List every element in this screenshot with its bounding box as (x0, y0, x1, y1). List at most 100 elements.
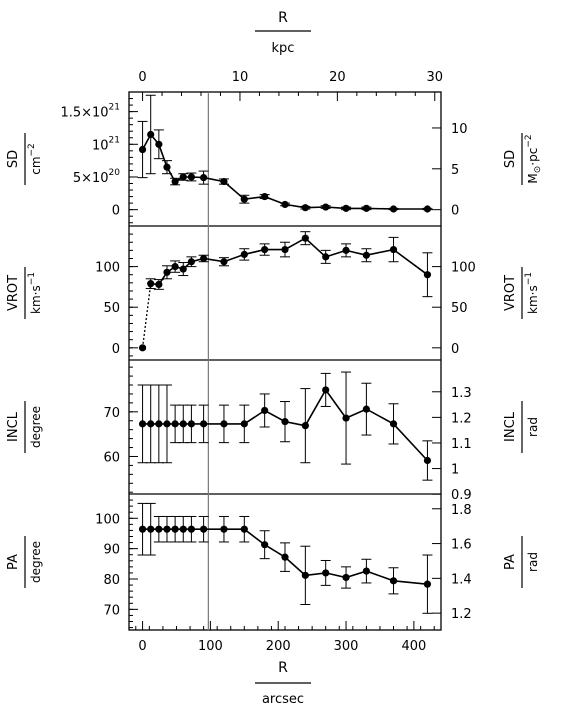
data-point (301, 571, 309, 579)
data-point (163, 525, 171, 533)
data-point (240, 250, 248, 259)
data-point (155, 525, 163, 533)
right-axis-name: SD (503, 150, 518, 168)
y-tick-label: 60 (103, 450, 120, 465)
data-point (281, 245, 289, 254)
top-axis-unit: kpc (272, 41, 295, 56)
data-point (147, 525, 155, 533)
data-point (163, 163, 171, 171)
x-tick-label: 100 (198, 639, 223, 654)
left-axis-name: VROT (6, 275, 21, 311)
data-point (171, 525, 179, 533)
y-tick-label: 100 (95, 261, 120, 276)
left-axis-title: PA degree (6, 536, 43, 588)
x-axes: R kpc R arcsec 0 100 200 300 400 0 10 20 30 (135, 10, 443, 707)
right-axis-unit: rad (526, 417, 540, 437)
data-point (147, 280, 155, 288)
data-point (179, 525, 187, 533)
left-axis-title: SD cm−2 (6, 133, 43, 185)
data-point (155, 140, 163, 148)
right-axis-unit: km·s−1 (524, 272, 540, 314)
data-point (322, 386, 330, 394)
y-tick-label: 1021 (92, 135, 120, 153)
data-point (240, 525, 248, 533)
y2-tick-label: 1.3 (451, 386, 472, 401)
data-point (171, 420, 179, 428)
x-tick-label: 200 (266, 639, 291, 654)
data-point (261, 245, 269, 254)
right-axis-title: SD M⊙·pc−2 (503, 133, 543, 185)
data-point (220, 177, 228, 186)
left-axis-name: INCL (6, 411, 21, 442)
data-point (342, 204, 350, 212)
y-tick-label: 100 (95, 512, 120, 527)
panel-sd: 0 5×1020 1021 1.5×1021 0 5 10 SD cm−2 SD M⊙·pc−2 (6, 94, 543, 224)
y-tick-label: 1.5×1021 (60, 103, 120, 121)
y2-tick-label: 50 (451, 301, 468, 316)
y2-tick-label: 0 (451, 204, 459, 219)
left-axis-name: PA (6, 554, 21, 570)
y2-tick-label: 0.9 (451, 488, 472, 503)
data-point (187, 525, 195, 533)
data-point (342, 573, 350, 582)
data-point (389, 420, 398, 428)
left-axis-unit: degree (29, 406, 43, 448)
y2-tick-label: 1.2 (451, 411, 472, 426)
y2-tick-label: 1.2 (451, 607, 472, 622)
y-tick-label: 0 (112, 204, 120, 219)
data-point (261, 541, 269, 549)
data-point (342, 414, 350, 422)
y-tick-label: 50 (103, 301, 120, 316)
left-axis-unit: degree (29, 541, 43, 583)
data-point (423, 580, 432, 588)
data-point (171, 263, 179, 271)
y-tick-label: 80 (103, 573, 120, 588)
y-tick-label: 70 (103, 406, 120, 421)
left-axis-unit: cm−2 (27, 143, 43, 175)
data-point (179, 420, 187, 428)
data-point (187, 420, 195, 428)
data-point (261, 192, 269, 201)
right-axis-unit: M⊙·pc−2 (524, 134, 543, 183)
data-point (171, 177, 179, 186)
bottom-axis-label: R (278, 660, 288, 676)
data-point (281, 200, 289, 209)
data-point (220, 258, 228, 266)
data-point (200, 420, 208, 428)
y2-tick-label: 5 (451, 163, 459, 178)
left-axis-name: SD (6, 150, 21, 168)
data-point (138, 145, 147, 154)
data-point (261, 406, 269, 415)
data-point (281, 418, 289, 426)
data-point (301, 234, 309, 242)
data-point (179, 173, 187, 181)
y2-tick-label: 1.1 (451, 437, 472, 452)
data-point (389, 245, 398, 254)
y2-tick-label: 0 (451, 342, 459, 357)
data-point (147, 420, 155, 428)
data-point (220, 525, 228, 533)
x-tick-label: 400 (401, 639, 426, 654)
dotted-segment (141, 283, 152, 348)
y-tick-label: 0 (112, 342, 120, 357)
data-point (240, 420, 248, 428)
data-point (200, 174, 208, 182)
data-point (362, 251, 370, 259)
top-tick-label: 30 (426, 70, 443, 85)
data-point (220, 420, 228, 428)
data-point (389, 577, 398, 585)
data-point (362, 204, 370, 212)
y2-tick-label: 1.8 (451, 503, 472, 518)
data-point (147, 130, 155, 139)
data-point (322, 203, 330, 211)
right-axis-title: PA rad (503, 536, 540, 588)
data-point (322, 569, 330, 577)
data-point (423, 271, 432, 279)
data-point (163, 268, 171, 276)
y2-tick-label: 1.6 (451, 538, 472, 553)
y2-tick-label: 100 (451, 261, 476, 276)
y2-tick-label: 10 (451, 122, 468, 137)
data-point (138, 525, 147, 533)
